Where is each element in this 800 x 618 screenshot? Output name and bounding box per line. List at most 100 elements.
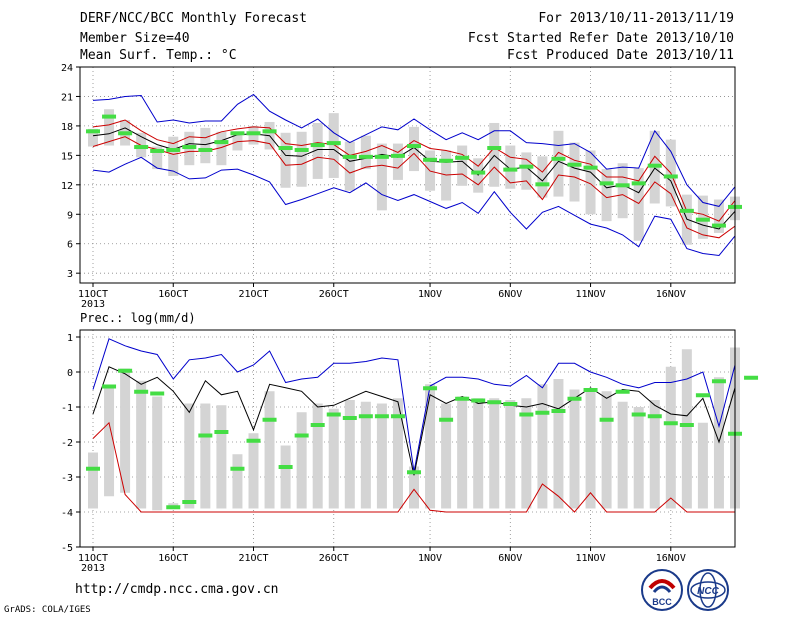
prec-ytick-label: -5 [61,543,73,554]
temp-year-label: 2013 [81,299,105,310]
source-url[interactable]: http://cmdp.ncc.cma.gov.cn [75,582,279,597]
prec-member-bar [360,401,371,509]
prec-xtick-label: 16OCT [158,553,188,564]
temp-member-bar [505,145,516,189]
member-size: Member Size=40 [80,31,190,46]
prec-xtick-label: 11NOV [575,553,605,564]
prec-member-bar [104,386,115,497]
prec-observed-marker [182,500,197,504]
prec-observed-marker [471,398,486,403]
prec-observed-marker [487,400,502,405]
temp-observed-marker [390,153,405,158]
temp-observed-marker [214,140,229,145]
temp-observed-marker [246,131,261,136]
prec-observed-marker [455,396,470,401]
temp-observed-marker [487,146,502,151]
prec-ytick-label: -2 [61,438,73,449]
temp-member-bar [296,131,307,187]
temp-observed-marker [407,144,421,149]
prec-member-bar [617,401,628,509]
temp-observed-marker [118,131,133,136]
temp-observed-marker [439,158,454,163]
prec-observed-marker [166,505,181,510]
temp-ytick-label: 18 [61,122,73,133]
temp-xtick-label: 21OCT [238,289,268,300]
ncc-logo: NCC [687,569,729,611]
temp-observed-marker [631,181,646,186]
prec-observed-marker [439,417,454,422]
prec-member-bar [457,396,468,509]
prec-ytick-label: -3 [61,473,73,484]
temp-xtick-label: 11NOV [575,289,605,300]
temp-xtick-label: 1NOV [418,289,442,300]
temp-observed-marker [535,182,550,187]
temp-observed-marker [423,157,438,162]
prec-xtick-label: 1NOV [418,553,442,564]
prec-member-bar [553,379,564,509]
prec-member-bar [328,408,339,509]
prec-member-bar [649,400,660,509]
prec-member-bar [473,398,484,509]
prec-observed-marker [342,416,357,420]
temp-observed-marker [471,170,486,175]
forecast-period: For 2013/10/11-2013/11/19 [538,11,734,26]
grads-credit: GrADS: COLA/IGES [4,605,91,615]
prec-observed-marker [374,414,389,419]
prec-ytick-label: -4 [61,508,73,519]
temp-observed-marker [134,145,149,150]
prec-observed-marker [503,402,518,406]
temp-member-bar [409,126,419,172]
prec-min-line [92,421,735,513]
prec-observed-marker [150,391,165,396]
temp-ytick-label: 15 [61,151,73,162]
temp-observed-marker [294,147,309,152]
prec-member-bar [521,398,532,509]
temp-observed-marker [519,164,534,169]
prec-xtick-label: 26OCT [319,553,349,564]
temp-xtick-label: 11OCT [78,289,108,300]
temp-observed-marker [599,181,614,186]
temp-xtick-label: 16OCT [158,289,188,300]
prec-observed-marker [118,368,133,373]
temp-observed-marker [374,154,389,159]
temp-plot-frame [79,66,736,284]
temp-observed-marker [647,163,662,168]
temp-ytick-label: 6 [67,240,73,251]
temp-observed-marker [262,129,277,134]
temp-observed-marker [615,183,630,188]
temp-member-bar [521,152,532,190]
temp-observed-marker [150,148,165,153]
temp-ytick-label: 3 [67,269,73,280]
prec-member-bar [296,412,307,509]
temp-observed-marker [695,217,710,222]
prec-member-bar [537,384,548,509]
prec-observed-marker [310,423,325,427]
temp-observed-marker [567,162,582,167]
prec-member-bar [585,389,596,509]
prec-member-bar [569,389,580,509]
prec-panel-title: Prec.: log(mm/d) [80,311,196,325]
prec-observed-marker [390,414,405,419]
prec-observed-marker [278,465,293,469]
prec-observed-marker [198,433,213,438]
temp-observed-marker [679,208,694,213]
temp-upper-line [92,119,736,222]
temp-member-bar [344,141,355,191]
temp-member-bar [376,143,387,211]
prec-observed-marker [246,438,261,443]
temp-member-bar [601,169,612,222]
temp-observed-marker [711,223,726,228]
prec-observed-marker [86,466,100,471]
produced-date: Fcst Produced Date 2013/10/11 [507,48,734,63]
prec-observed-marker [423,386,438,391]
prec-member-bar [120,368,131,493]
temp-min-line [92,156,736,257]
prec-observed-marker [358,414,373,419]
prec-member-bar [409,466,419,509]
prec-observed-marker [567,396,582,401]
temp-observed-marker [663,174,678,179]
temp-observed-marker [102,114,117,119]
prec-member-bar [248,433,259,509]
prec-member-bar [200,403,211,509]
